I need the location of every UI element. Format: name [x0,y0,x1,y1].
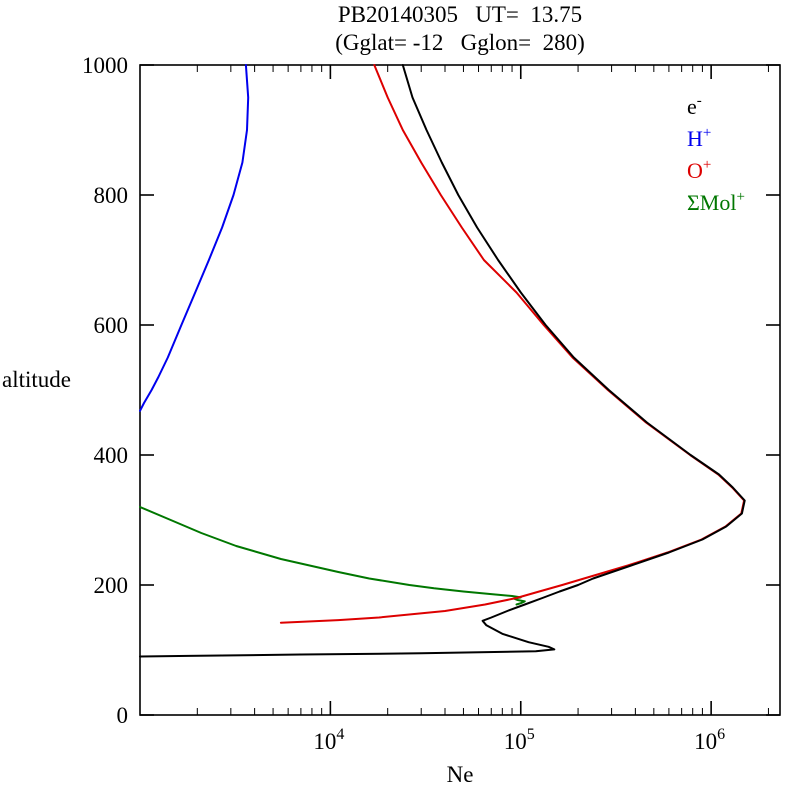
y-tick-label: 600 [94,313,129,338]
y-tick-label: 0 [117,703,129,728]
plot-frame [139,64,781,716]
plot-subtitle: (Gglat= -12 Gglon= 280) [335,30,585,55]
y-tick-label: 200 [94,573,129,598]
legend-mol-plus-label: ΣMol+ [687,189,745,215]
y-tick-label: 800 [94,183,129,208]
y-tick-label: 400 [94,443,129,468]
x-tick-label: 104 [313,726,344,754]
legend-o-plus-label: O+ [687,157,711,183]
plot-title: PB20140305 UT= 13.75 [337,2,583,27]
x-tick-label: 105 [504,726,535,754]
series-mol-plus-line [139,506,526,606]
series-o-plus-line [279,64,746,624]
y-tick-label: 1000 [82,53,128,78]
series-electron-density-line [139,64,746,658]
legend-electron-density-label: e- [687,93,702,119]
y-axis-label: altitude [2,367,71,392]
x-tick-label: 106 [694,726,725,754]
legend-h-plus-label: H+ [687,125,711,151]
x-axis-label: Ne [446,762,474,787]
series-h-plus-line [139,64,250,412]
